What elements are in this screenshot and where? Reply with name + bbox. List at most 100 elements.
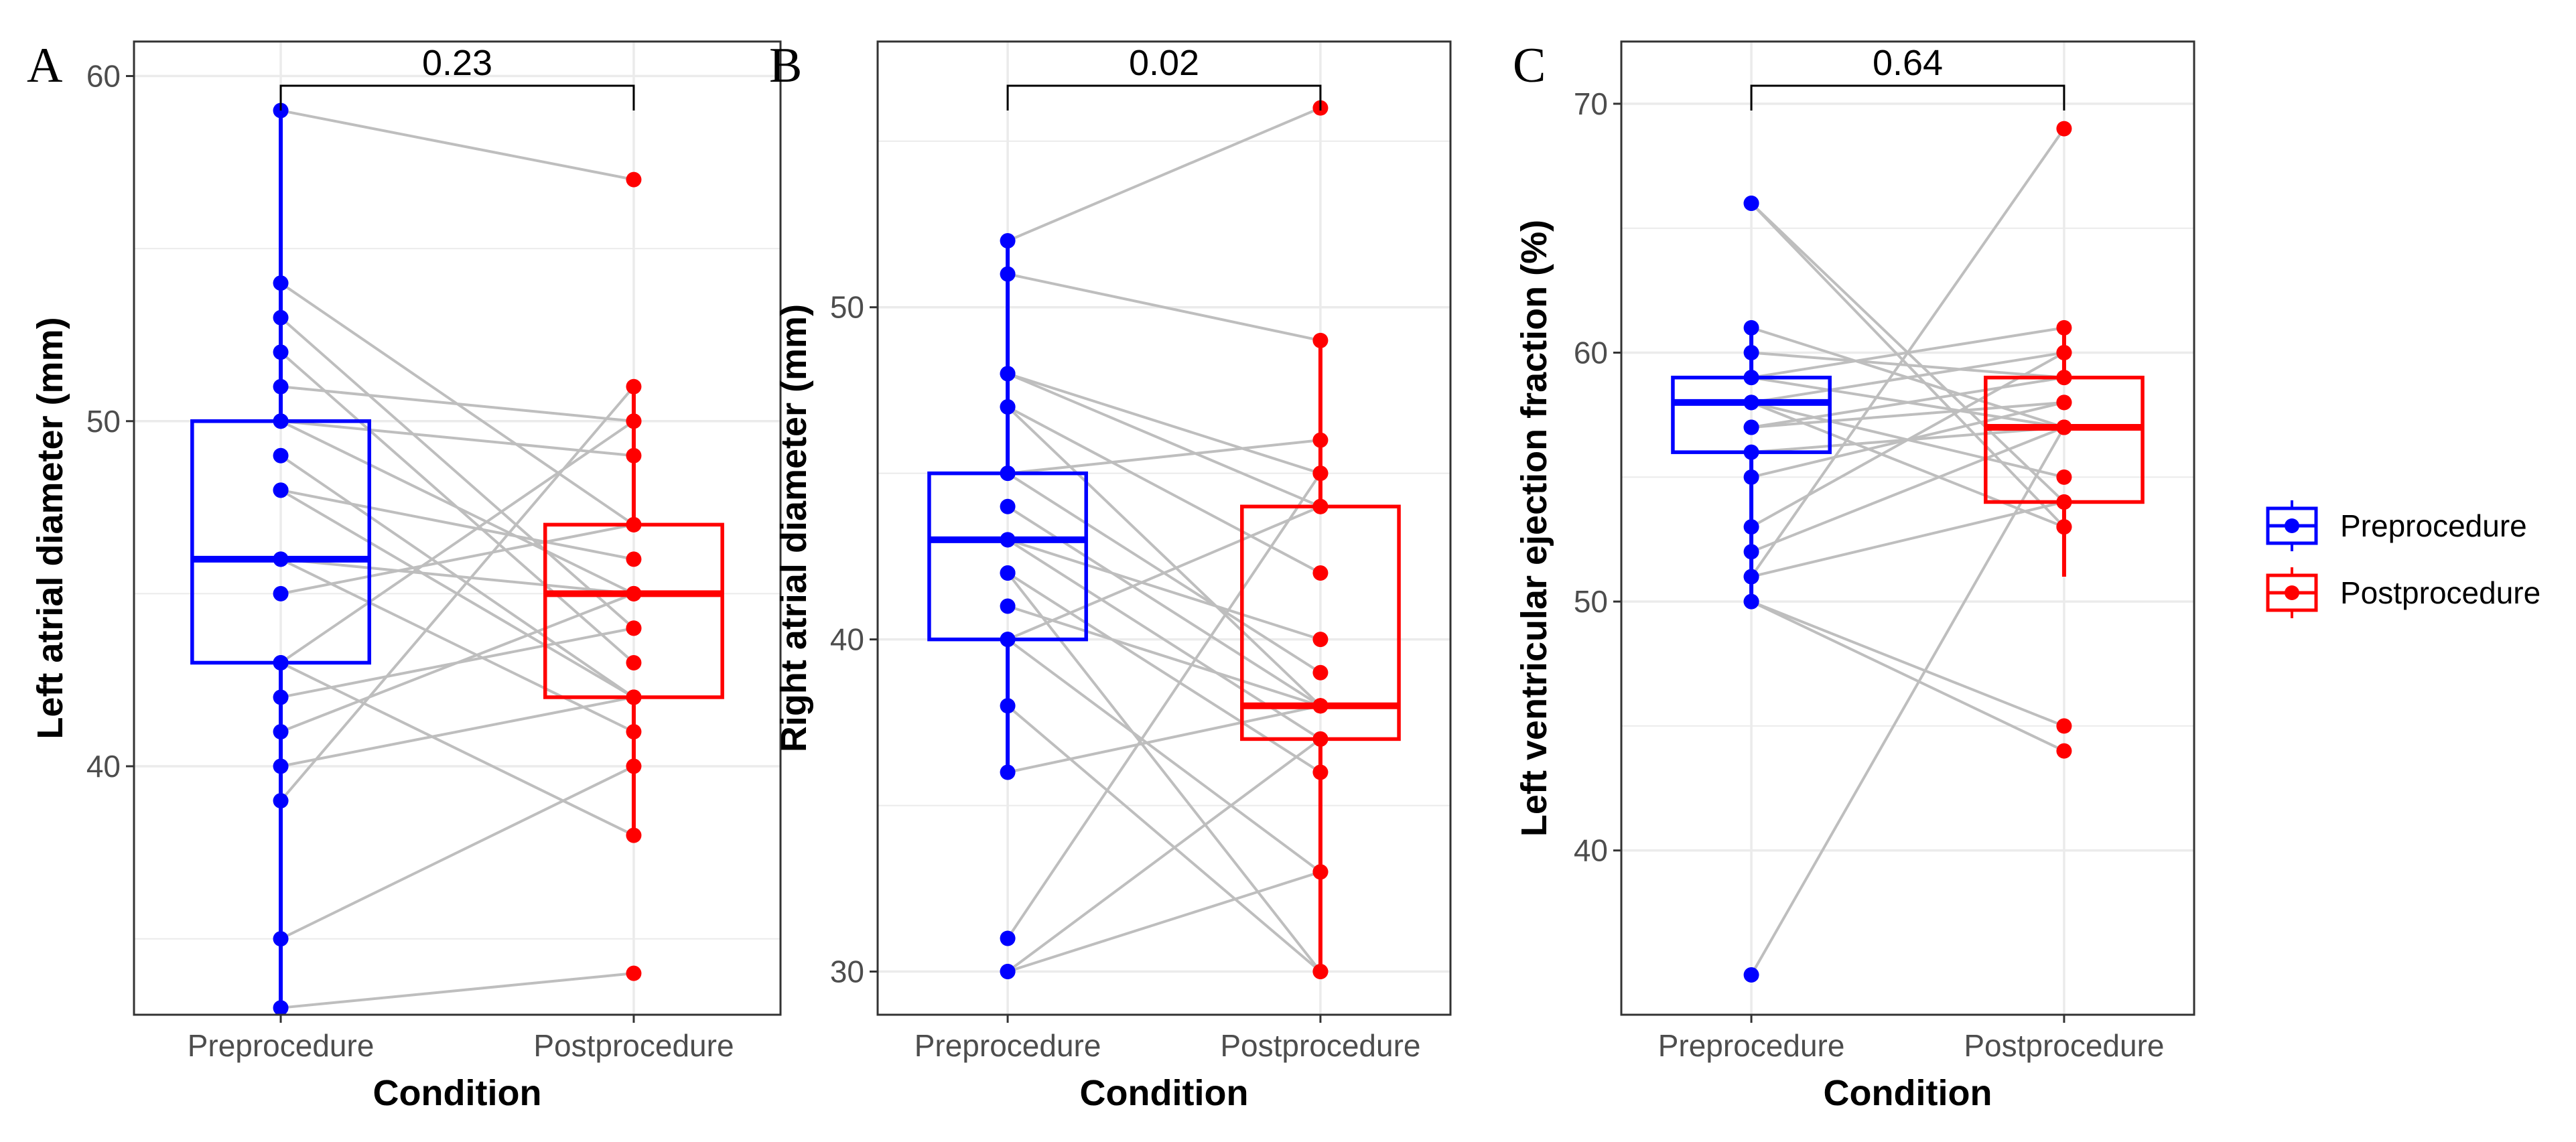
data-point-pre	[273, 723, 289, 739]
pair-line	[279, 420, 635, 664]
y-tick-label: 70	[1574, 86, 1608, 121]
data-point-pre	[1743, 967, 1759, 983]
pair-line	[1007, 505, 1321, 641]
y-tick-label: 50	[1574, 584, 1608, 619]
data-point-post	[626, 378, 642, 395]
data-point-post	[626, 689, 642, 705]
data-point-pre	[1000, 698, 1016, 714]
pair-line	[280, 765, 634, 940]
data-point-pre	[1000, 930, 1016, 946]
data-point-pre	[1000, 466, 1016, 482]
data-point-pre	[1743, 345, 1759, 361]
x-tick-label: Postprocedure	[1220, 1028, 1420, 1063]
pair-line	[1006, 737, 1322, 973]
plot-area	[134, 42, 781, 1015]
data-point-post	[1312, 764, 1329, 780]
pair-line	[1007, 870, 1321, 973]
legend-key-point	[2285, 518, 2299, 533]
data-point-pre	[273, 689, 289, 705]
data-point-post	[626, 758, 642, 774]
data-point-post	[1312, 632, 1329, 648]
legend: Preprocedure Postprocedure	[2266, 500, 2540, 618]
data-point-pre	[1743, 319, 1759, 336]
data-point-pre	[273, 551, 289, 567]
data-point-pre	[273, 1000, 289, 1016]
data-point-post	[626, 447, 642, 463]
data-point-pre	[273, 482, 289, 498]
data-point-post	[2056, 121, 2072, 137]
pair-line	[280, 972, 634, 1009]
pair-line	[1751, 500, 2065, 578]
data-point-pre	[1000, 399, 1016, 415]
p-value-label: 0.23	[422, 43, 492, 83]
data-point-pre	[1000, 964, 1016, 980]
data-point-pre	[1000, 632, 1016, 648]
x-tick-label: Postprocedure	[1964, 1028, 2164, 1063]
data-point-post	[626, 827, 642, 843]
data-point-pre	[1743, 395, 1759, 411]
pair-line	[280, 109, 634, 182]
y-tick-label: 50	[86, 404, 121, 439]
data-point-pre	[273, 447, 289, 463]
data-point-post	[1312, 332, 1329, 348]
data-point-pre	[273, 275, 289, 291]
panel-letter: A	[27, 38, 62, 93]
pair-line	[280, 419, 634, 595]
pair-line	[1751, 351, 2065, 528]
pair-line	[1751, 401, 2065, 429]
y-tick-label: 40	[86, 749, 121, 784]
panel-letter: B	[769, 38, 802, 93]
pair-line	[1006, 638, 1322, 873]
plot-area	[878, 42, 1450, 1015]
data-point-post	[1312, 432, 1329, 448]
data-point-pre	[1000, 532, 1016, 548]
pair-line	[1007, 372, 1321, 475]
pair-line	[280, 523, 634, 595]
pair-line	[1006, 406, 1322, 707]
y-tick-label: 60	[86, 59, 121, 94]
pair-line	[1007, 273, 1321, 342]
data-point-post	[2056, 743, 2072, 759]
data-point-post	[626, 620, 642, 636]
data-point-pre	[1743, 593, 1759, 610]
pair-line	[1007, 106, 1321, 242]
pair-line	[1006, 472, 1322, 940]
pair-line	[280, 488, 634, 561]
data-point-pre	[1743, 569, 1759, 585]
data-point-post	[626, 516, 642, 532]
data-point-post	[626, 654, 642, 670]
data-point-pre	[1743, 469, 1759, 485]
data-point-pre	[273, 378, 289, 395]
legend-key-point	[2285, 585, 2299, 600]
x-tick-label: Preprocedure	[188, 1028, 375, 1063]
panel-c: 40 50 60 70 Preprocedure Postprocedure Conditi…	[1513, 38, 2195, 1113]
data-point-post	[1312, 864, 1329, 880]
data-point-pre	[1000, 366, 1016, 382]
data-point-pre	[273, 413, 289, 429]
pair-line	[1751, 376, 2065, 429]
data-point-post	[626, 723, 642, 739]
data-point-pre	[273, 344, 289, 360]
data-point-post	[626, 551, 642, 567]
data-point-post	[1312, 466, 1329, 482]
pair-line	[280, 557, 634, 595]
x-axis-title: Condition	[1080, 1073, 1249, 1113]
data-point-post	[1312, 964, 1329, 980]
pair-line	[1751, 351, 2065, 404]
x-tick-label: Postprocedure	[533, 1028, 734, 1063]
y-tick-label: 30	[830, 954, 864, 989]
data-point-pre	[1000, 764, 1016, 780]
legend-label: Preprocedure	[2340, 508, 2527, 543]
panel-b: 30 40 50 Preprocedure Postprocedure Condition…	[769, 38, 1452, 1113]
panel-border	[1620, 40, 2195, 1016]
data-point-pre	[1743, 544, 1759, 560]
data-point-post	[1312, 664, 1329, 681]
data-point-post	[626, 171, 642, 188]
legend-item: Postprocedure	[2266, 567, 2540, 618]
legend-item: Preprocedure	[2266, 500, 2527, 551]
data-point-pre	[1000, 233, 1016, 249]
data-point-post	[1312, 498, 1329, 514]
pair-line	[1007, 704, 1321, 774]
pair-line	[1751, 600, 2065, 752]
